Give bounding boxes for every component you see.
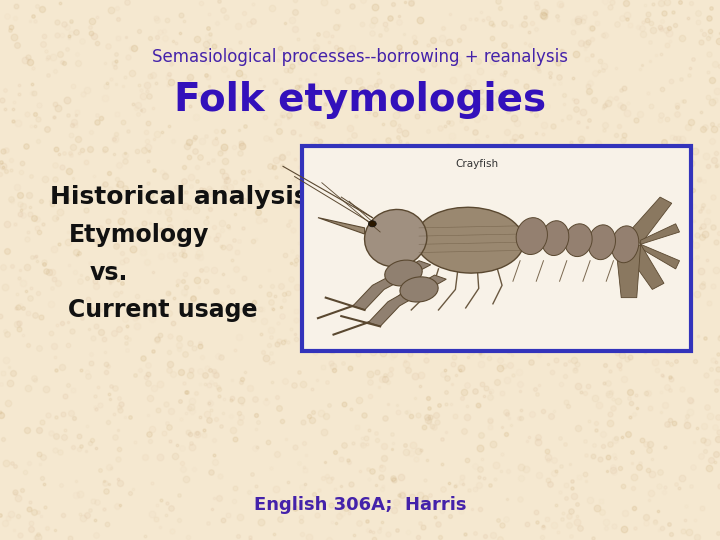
Ellipse shape xyxy=(384,260,422,286)
Text: Crayfish: Crayfish xyxy=(456,159,499,170)
Polygon shape xyxy=(629,197,672,244)
Text: English 306A;  Harris: English 306A; Harris xyxy=(253,496,467,514)
Text: Historical analysis: Historical analysis xyxy=(50,185,309,209)
Polygon shape xyxy=(641,224,680,244)
Polygon shape xyxy=(369,275,446,326)
Ellipse shape xyxy=(611,226,639,263)
Text: Folk etymologies: Folk etymologies xyxy=(174,81,546,119)
Polygon shape xyxy=(641,244,680,269)
Polygon shape xyxy=(629,244,664,289)
Polygon shape xyxy=(353,261,431,310)
Ellipse shape xyxy=(541,221,569,255)
Text: Current usage: Current usage xyxy=(68,299,258,322)
Text: vs.: vs. xyxy=(90,261,128,285)
Ellipse shape xyxy=(364,210,427,267)
Ellipse shape xyxy=(564,224,592,256)
Ellipse shape xyxy=(588,225,616,260)
Ellipse shape xyxy=(516,218,547,254)
Polygon shape xyxy=(318,218,364,234)
Text: Semasiological processes--borrowing + reanalysis: Semasiological processes--borrowing + re… xyxy=(152,48,568,66)
Ellipse shape xyxy=(415,207,524,273)
Ellipse shape xyxy=(369,221,377,227)
Bar xyxy=(302,146,691,351)
Polygon shape xyxy=(617,244,641,298)
Ellipse shape xyxy=(400,277,438,302)
Text: Etymology: Etymology xyxy=(68,223,209,247)
